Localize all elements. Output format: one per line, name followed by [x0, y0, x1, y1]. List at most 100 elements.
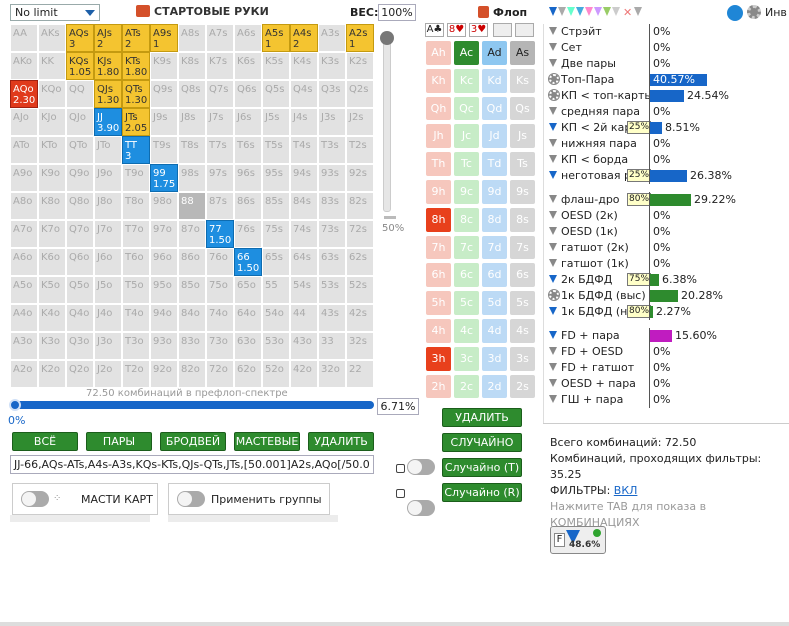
- hand-cell[interactable]: 92o: [150, 360, 178, 388]
- hand-cell[interactable]: T5s: [262, 136, 290, 164]
- hand-cell[interactable]: 84o: [178, 304, 206, 332]
- gear-icon[interactable]: [747, 5, 761, 19]
- suited-button[interactable]: МАСТЕВЫЕ: [234, 432, 300, 451]
- hand-cell[interactable]: A6o: [10, 248, 38, 276]
- board-card[interactable]: Kc: [453, 67, 480, 94]
- hand-cell[interactable]: Q7o: [66, 220, 94, 248]
- hand-cell[interactable]: K4o: [38, 304, 66, 332]
- hand-cell[interactable]: A5s 1: [262, 24, 290, 52]
- hand-cell[interactable]: AQo 2.30: [10, 80, 38, 108]
- hand-cell[interactable]: J4o: [94, 304, 122, 332]
- hand-cell[interactable]: 96o: [150, 248, 178, 276]
- hand-cell[interactable]: 66 1.50: [234, 248, 262, 276]
- board-card[interactable]: Th: [425, 151, 452, 177]
- gear-icon[interactable]: [548, 89, 560, 101]
- hand-cell[interactable]: 84s: [290, 192, 318, 220]
- hand-cell[interactable]: A5o: [10, 276, 38, 304]
- weight-tag[interactable]: 80%: [627, 193, 652, 206]
- board-delete-button[interactable]: УДАЛИТЬ: [442, 408, 522, 427]
- hand-cell[interactable]: J6s: [234, 108, 262, 136]
- hand-cell[interactable]: A8s: [178, 24, 206, 52]
- hand-cell[interactable]: 33: [318, 332, 346, 360]
- hand-cell[interactable]: T6o: [122, 248, 150, 276]
- hand-cell[interactable]: 54o: [262, 304, 290, 332]
- random-r-button[interactable]: Случайно (R): [442, 483, 522, 502]
- hand-cell[interactable]: J8o: [94, 192, 122, 220]
- hand-cell[interactable]: K8o: [38, 192, 66, 220]
- hand-cell[interactable]: 92s: [346, 164, 374, 192]
- board-card[interactable]: 7c: [453, 234, 480, 261]
- board-card[interactable]: 7h: [425, 234, 452, 261]
- hand-cell[interactable]: Q7s: [206, 80, 234, 108]
- filter-row[interactable]: FD + гатшот 0%: [549, 360, 789, 376]
- board-card[interactable]: Kh: [425, 67, 452, 94]
- board-card[interactable]: 8s: [509, 206, 536, 233]
- hand-cell[interactable]: 74o: [206, 304, 234, 332]
- hand-cell[interactable]: 76s: [234, 220, 262, 248]
- hand-cell[interactable]: 72s: [346, 220, 374, 248]
- random-t-button[interactable]: Случайно (T): [442, 458, 522, 477]
- hand-cell[interactable]: 99 1.75: [150, 164, 178, 192]
- hand-cell[interactable]: 96s: [234, 164, 262, 192]
- board-card[interactable]: Ts: [509, 151, 536, 177]
- hand-cell[interactable]: T3o: [122, 332, 150, 360]
- filter-row[interactable]: OESD + пара 0%: [549, 376, 789, 392]
- hand-cell[interactable]: J9o: [94, 164, 122, 192]
- board-card[interactable]: 6c: [453, 262, 480, 289]
- hand-cell[interactable]: Q4s: [290, 80, 318, 108]
- range-pct-input[interactable]: 6.71%: [377, 398, 419, 415]
- filter-row[interactable]: 1к БДФД (выс) 20.28%: [548, 288, 789, 304]
- board-card[interactable]: Ah: [425, 40, 452, 66]
- hand-cell[interactable]: 32s: [346, 332, 374, 360]
- board-card[interactable]: 4c: [453, 317, 480, 344]
- hand-cell[interactable]: KTo: [38, 136, 66, 164]
- filter-row[interactable]: КП < 2й карты25% 8.51%: [549, 120, 789, 136]
- hand-cell[interactable]: 82s: [346, 192, 374, 220]
- suits-toggle[interactable]: [21, 491, 49, 507]
- hand-cell[interactable]: 85s: [262, 192, 290, 220]
- board-card[interactable]: 5h: [425, 290, 452, 316]
- board-card[interactable]: Jh: [425, 123, 452, 150]
- hand-cell[interactable]: 97o: [150, 220, 178, 248]
- hand-cell[interactable]: J2s: [346, 108, 374, 136]
- hand-cell[interactable]: ATs 2: [122, 24, 150, 52]
- filter-row[interactable]: флаш-дро 80% 29.22%: [549, 192, 789, 208]
- gear-icon[interactable]: [548, 73, 560, 85]
- hand-cell[interactable]: 87s: [206, 192, 234, 220]
- random-r-toggle[interactable]: [407, 500, 435, 516]
- hand-cell[interactable]: 97s: [206, 164, 234, 192]
- hand-cell[interactable]: QJo: [66, 108, 94, 136]
- hand-cell[interactable]: J4s: [290, 108, 318, 136]
- hand-cell[interactable]: K2o: [38, 360, 66, 388]
- filter-badge-button[interactable]: F 48.6%: [550, 526, 606, 554]
- filter-row[interactable]: гатшот (1к) 0%: [549, 256, 789, 272]
- hand-cell[interactable]: J2o: [94, 360, 122, 388]
- board-card[interactable]: 3s: [509, 345, 536, 372]
- funnel-icon[interactable]: [549, 275, 557, 283]
- clear-filters-icon[interactable]: ✕: [623, 6, 633, 19]
- board-card[interactable]: 3c: [453, 345, 480, 372]
- filter-row[interactable]: гатшот (2к) 0%: [549, 240, 789, 256]
- hand-cell[interactable]: Q3s: [318, 80, 346, 108]
- board-card[interactable]: 6h: [425, 262, 452, 289]
- board-card[interactable]: 9s: [509, 178, 536, 205]
- hand-cell[interactable]: K9o: [38, 164, 66, 192]
- hand-cell[interactable]: 98o: [150, 192, 178, 220]
- random-t-toggle[interactable]: [407, 459, 435, 475]
- hand-cell[interactable]: Q5o: [66, 276, 94, 304]
- hand-cell[interactable]: 44: [290, 304, 318, 332]
- weight-input[interactable]: 100%: [378, 4, 416, 21]
- hand-cell[interactable]: J5s: [262, 108, 290, 136]
- weight-tag[interactable]: 80%: [627, 305, 652, 318]
- filter-color-icons[interactable]: ✕: [549, 6, 643, 19]
- hand-cell[interactable]: T9o: [122, 164, 150, 192]
- river-slot[interactable]: [515, 23, 534, 37]
- funnel-icon[interactable]: [549, 171, 557, 179]
- hand-cell[interactable]: J8s: [178, 108, 206, 136]
- hand-cell[interactable]: 86o: [178, 248, 206, 276]
- hand-cell[interactable]: 87o: [178, 220, 206, 248]
- hand-cell[interactable]: 76o: [206, 248, 234, 276]
- hand-cell[interactable]: Q5s: [262, 80, 290, 108]
- board-random-button[interactable]: СЛУЧАЙНО: [442, 433, 522, 452]
- hand-cell[interactable]: 63s: [318, 248, 346, 276]
